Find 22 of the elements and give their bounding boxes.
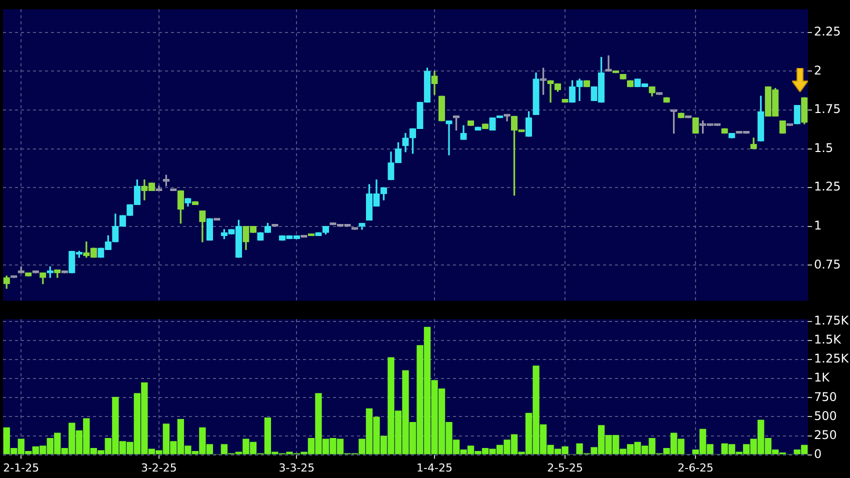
y-tick-label: 1.25: [814, 180, 841, 194]
x-tick-label: 2-6-25: [678, 461, 714, 474]
y-tick-label: 1.75K: [814, 314, 850, 328]
candlestick: [540, 68, 547, 95]
y-tick-label: 2.25: [814, 24, 841, 39]
y-tick-label: 250: [814, 428, 837, 442]
y-tick-label: 0: [814, 446, 822, 461]
x-tick-label: 2-1-25: [3, 461, 40, 474]
y-tick-label: 1.25K: [814, 352, 850, 366]
x-tick-label: 2-5-25: [547, 461, 584, 474]
x-tick-label: 3-3-25: [278, 461, 315, 474]
y-tick-label: 2: [814, 63, 822, 78]
y-tick-label: 1: [814, 218, 822, 232]
y-tick-label: 0.75: [814, 257, 841, 272]
x-tick-label: 1-4-25: [416, 461, 452, 474]
y-tick-label: 1.5: [814, 140, 834, 155]
y-tick-label: 1.75: [814, 102, 841, 116]
y-tick-label: 1K: [814, 370, 831, 385]
y-tick-label: 1.5K: [814, 332, 842, 347]
x-tick-label: 3-2-25: [140, 461, 177, 474]
y-tick-label: 500: [814, 408, 837, 423]
y-tick-label: 750: [814, 390, 837, 404]
